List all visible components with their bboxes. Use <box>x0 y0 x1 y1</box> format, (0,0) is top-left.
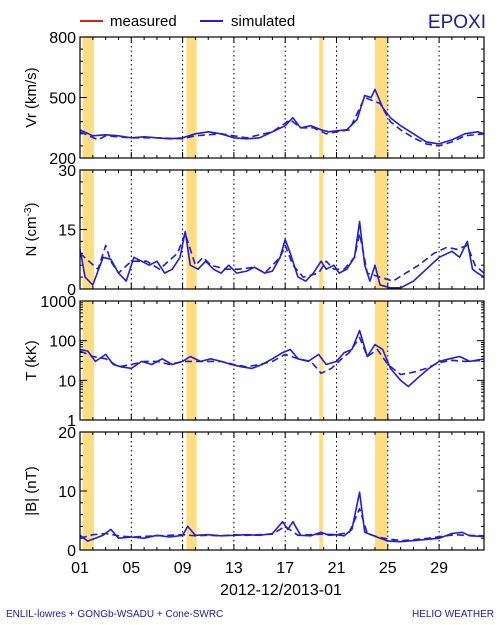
series-simulated-solid <box>79 491 485 543</box>
highlight-band <box>186 170 197 289</box>
x-tick-label: 21 <box>328 560 346 577</box>
highlight-band <box>82 301 95 420</box>
series-simulated-dashed <box>79 96 485 147</box>
series-simulated-dashed <box>79 336 485 376</box>
x-axis-title: 2012-12/2013-01 <box>220 582 342 599</box>
y-axis-label: N (cm-3) <box>23 203 41 257</box>
y-axis-label-superscript: -3 <box>23 207 34 216</box>
y-tick-label: 200 <box>49 151 76 168</box>
panel-frame <box>79 431 485 551</box>
series-simulated-solid <box>79 88 485 145</box>
series-simulated-dashed <box>79 232 485 282</box>
y-tick-label: 0 <box>67 543 76 560</box>
highlight-band <box>186 432 197 550</box>
highlight-band <box>319 301 324 420</box>
highlight-band <box>319 37 324 158</box>
x-tick-label: 13 <box>225 560 243 577</box>
y-axis-label: Vr (km/s) <box>23 67 40 127</box>
y-tick-label: 500 <box>49 91 76 108</box>
panel-frame <box>79 169 485 290</box>
y-axis-label: T (kK) <box>23 340 40 381</box>
y-tick-label: 10 <box>58 484 76 501</box>
panel-frame <box>79 36 485 159</box>
x-tick-label: 05 <box>122 560 140 577</box>
series-simulated-solid <box>79 329 485 388</box>
mission-title: EPOXI <box>428 12 486 33</box>
y-tick-label: 100 <box>49 334 76 351</box>
series-simulated-solid <box>79 220 485 289</box>
x-tick-label: 01 <box>71 560 89 577</box>
legend: measured simulated <box>80 13 295 30</box>
y-tick-label: 1000 <box>40 294 76 311</box>
highlight-band <box>374 37 388 158</box>
y-axis-label: |B| (nT) <box>23 466 40 515</box>
highlight-band <box>82 37 95 158</box>
x-tick-label: 09 <box>174 560 192 577</box>
legend-simulated-label: simulated <box>231 13 295 30</box>
panel-0: 200 500 800 Vr (km/s) <box>23 30 485 168</box>
x-tick-label: 25 <box>379 560 397 577</box>
highlight-band <box>82 170 95 289</box>
y-tick-label: 1 <box>67 413 76 430</box>
legend-measured-label: measured <box>110 13 177 30</box>
y-tick-label: 800 <box>49 30 76 47</box>
panel-3: 0 10 20 |B| (nT) <box>23 425 485 560</box>
highlight-band <box>186 37 197 158</box>
highlight-band <box>186 301 197 420</box>
panel-frame <box>79 300 485 421</box>
y-tick-label: 20 <box>58 425 76 442</box>
panel-2: 1 10 100 1000 T (kK) <box>23 294 485 430</box>
footer-left: ENLIL-lowres + GONGb-WSADU + Cone-SWRC <box>6 609 223 620</box>
series-simulated-dashed <box>79 507 485 542</box>
panel-1: 0 15 30 N (cm-3) <box>23 163 485 299</box>
highlight-band <box>319 432 324 550</box>
highlight-band <box>82 432 95 550</box>
highlight-band <box>374 170 388 289</box>
y-tick-label: 10 <box>58 373 76 390</box>
y-tick-label: 0 <box>67 282 76 299</box>
y-tick-label: 15 <box>58 223 76 240</box>
highlight-band <box>319 170 324 289</box>
footer-right: HELIO WEATHER <box>412 609 494 620</box>
highlight-band <box>374 432 388 550</box>
x-tick-label: 17 <box>276 560 294 577</box>
highlight-band <box>374 301 388 420</box>
y-tick-label: 30 <box>58 163 76 180</box>
x-tick-label: 29 <box>430 560 448 577</box>
